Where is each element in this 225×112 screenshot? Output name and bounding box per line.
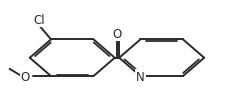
Text: O: O — [21, 70, 30, 83]
Text: O: O — [112, 28, 122, 41]
Text: N: N — [136, 70, 145, 83]
Text: Cl: Cl — [33, 14, 45, 27]
